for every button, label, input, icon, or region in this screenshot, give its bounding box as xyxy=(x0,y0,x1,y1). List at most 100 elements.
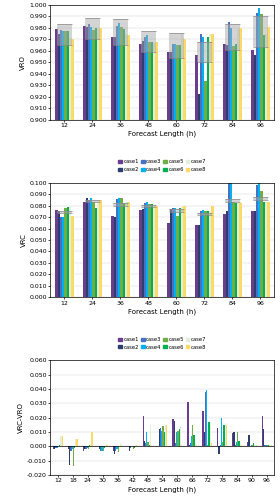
Bar xyxy=(125,202,127,298)
Bar xyxy=(148,204,151,298)
Bar xyxy=(85,446,87,449)
Bar xyxy=(258,8,260,119)
Bar xyxy=(67,32,69,120)
Bar xyxy=(195,225,197,298)
Bar xyxy=(239,444,241,446)
Bar xyxy=(83,446,84,450)
Bar xyxy=(89,445,90,446)
Bar xyxy=(57,212,60,298)
Bar xyxy=(71,40,74,119)
Bar xyxy=(166,425,167,446)
Bar xyxy=(187,402,189,446)
Bar xyxy=(97,202,99,298)
Bar xyxy=(55,210,57,298)
Bar xyxy=(99,28,102,120)
Bar xyxy=(60,217,62,298)
Bar xyxy=(118,446,119,452)
Bar xyxy=(59,445,60,446)
Bar xyxy=(172,419,174,446)
Bar xyxy=(113,20,128,44)
Bar xyxy=(141,209,144,298)
Bar xyxy=(195,444,196,446)
Bar xyxy=(202,37,204,119)
Bar xyxy=(232,202,235,298)
Bar xyxy=(179,429,180,446)
Bar xyxy=(88,24,90,120)
Bar xyxy=(179,45,181,120)
Bar xyxy=(120,27,123,120)
Bar xyxy=(57,34,60,120)
Bar xyxy=(123,204,125,298)
Bar xyxy=(121,445,122,446)
Bar xyxy=(256,185,258,298)
Bar xyxy=(251,445,252,446)
Bar xyxy=(223,44,225,120)
Bar xyxy=(118,24,120,120)
Bar xyxy=(85,27,88,120)
Bar xyxy=(176,432,177,446)
Bar xyxy=(211,444,212,446)
Bar xyxy=(69,207,71,298)
Bar xyxy=(169,209,172,298)
Bar xyxy=(253,56,256,120)
Bar xyxy=(113,217,116,298)
Bar xyxy=(60,30,62,120)
Bar xyxy=(88,200,90,298)
Bar xyxy=(195,56,197,120)
Bar xyxy=(139,44,141,120)
Bar xyxy=(269,445,270,446)
Bar xyxy=(256,13,258,120)
Bar xyxy=(116,446,118,449)
Bar xyxy=(155,206,158,298)
Bar xyxy=(104,446,105,448)
Bar xyxy=(53,446,54,449)
Bar xyxy=(183,40,186,119)
Bar xyxy=(262,416,263,446)
Bar xyxy=(101,446,103,450)
Bar xyxy=(146,202,148,298)
Bar xyxy=(235,204,237,298)
Bar xyxy=(175,444,176,446)
Bar xyxy=(57,24,72,44)
Bar xyxy=(129,446,130,450)
Bar xyxy=(241,445,242,446)
Bar xyxy=(146,432,148,446)
Bar xyxy=(76,439,78,446)
Bar xyxy=(150,425,151,446)
Bar xyxy=(180,426,181,446)
Bar xyxy=(207,212,209,298)
Bar xyxy=(197,225,200,298)
Bar xyxy=(62,217,64,298)
Bar xyxy=(177,430,179,446)
Bar xyxy=(113,37,116,119)
Bar xyxy=(255,445,256,446)
Bar xyxy=(90,27,92,120)
Bar xyxy=(169,33,184,58)
Bar xyxy=(155,42,158,119)
Bar xyxy=(252,445,253,446)
Bar xyxy=(200,212,202,298)
Bar xyxy=(202,410,204,446)
Bar xyxy=(151,42,153,119)
Bar xyxy=(169,210,184,212)
Bar xyxy=(251,50,253,119)
Bar xyxy=(265,202,267,298)
Bar xyxy=(113,203,128,205)
Bar xyxy=(222,442,223,446)
Bar xyxy=(148,42,151,119)
Bar xyxy=(125,34,127,120)
Bar xyxy=(68,446,69,449)
Bar xyxy=(72,446,73,449)
Bar xyxy=(204,80,207,120)
X-axis label: Forecast Length (h): Forecast Length (h) xyxy=(128,486,197,493)
Bar xyxy=(130,446,131,448)
Bar xyxy=(225,424,226,446)
Bar xyxy=(230,182,232,298)
Bar xyxy=(136,445,137,446)
Bar xyxy=(232,46,235,120)
Bar xyxy=(260,14,263,120)
Bar xyxy=(263,202,265,298)
Bar xyxy=(205,392,206,446)
Bar xyxy=(225,45,228,120)
Bar xyxy=(91,432,93,446)
